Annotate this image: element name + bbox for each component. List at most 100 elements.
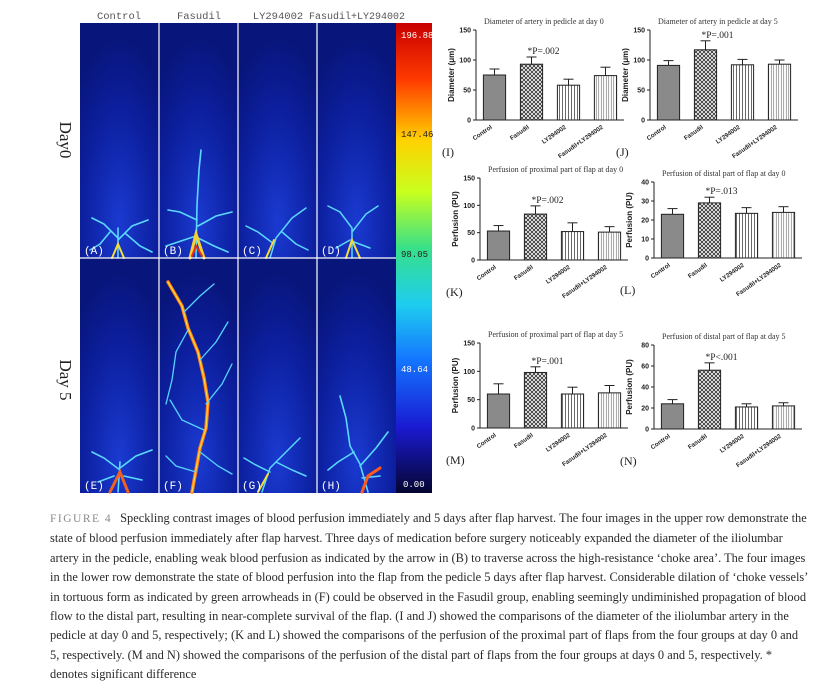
y-tick-label: 50 [467, 230, 475, 237]
column-label-fasudil: Fasudil [177, 11, 221, 23]
y-tick-label: 80 [641, 343, 649, 350]
bar [593, 75, 618, 121]
panel-label-g: (G) [242, 481, 262, 493]
bar [697, 202, 722, 259]
y-tick-label: 0 [467, 118, 471, 125]
y-tick-label: 150 [633, 28, 645, 35]
colorbar-tick: 98.05 [401, 250, 428, 260]
bar [734, 212, 759, 259]
colorbar-tick: 48.64 [401, 365, 428, 375]
y-tick-label: 50 [637, 88, 645, 95]
panel-label: (L) [620, 283, 635, 297]
chart-title: Perfusion of proximal part of flap at da… [488, 165, 623, 174]
y-tick-label: 40 [641, 180, 649, 187]
bar [560, 393, 585, 429]
x-tick-label: Control [646, 124, 668, 143]
x-tick-label: Control [476, 432, 498, 451]
significance-annotation: *P=.001 [532, 357, 564, 367]
x-tick-label: Fasudil [513, 264, 535, 282]
y-tick-label: 20 [641, 406, 649, 413]
y-tick-label: 150 [463, 341, 475, 348]
speckle-panel [80, 258, 159, 493]
y-tick-label: 50 [467, 397, 475, 404]
y-tick-label: 100 [633, 58, 645, 65]
significance-annotation: *P<.001 [706, 353, 738, 363]
y-tick-label: 30 [641, 199, 649, 206]
y-tick-label: 60 [641, 364, 649, 371]
panel-label-d: (D) [321, 246, 341, 258]
chart-l: Perfusion of distal part of flap at day … [620, 169, 802, 298]
caption-text: Speckling contrast images of blood perfu… [50, 511, 808, 682]
chart-title: Perfusion of distal part of flap at day … [662, 332, 786, 341]
panel-label-a: (A) [84, 246, 104, 258]
column-label-ly294002: LY294002 [253, 11, 303, 23]
y-axis-label: Perfusion (PU) [625, 359, 634, 415]
bar [597, 231, 622, 261]
x-tick-label: LY294002 [545, 432, 572, 454]
y-tick-label: 50 [463, 88, 471, 95]
panel-label-b: (B) [163, 246, 183, 258]
column-label-control: Control [97, 11, 141, 23]
vessel-tree-g [243, 437, 307, 493]
bar [523, 213, 548, 261]
bar [771, 211, 796, 259]
bar [486, 393, 511, 429]
significance-annotation: *P=.001 [702, 31, 734, 41]
bar [560, 231, 585, 261]
bar [660, 213, 685, 259]
y-tick-label: 10 [641, 237, 649, 244]
y-tick-label: 150 [459, 28, 471, 35]
x-tick-label: LY294002 [719, 433, 746, 455]
colorbar-gradient [396, 23, 432, 493]
x-tick-label: Fasudil [687, 262, 709, 280]
speckle-panel [238, 258, 317, 493]
panel-label-h: (H) [321, 481, 341, 493]
chart-i: Diameter of artery in pedicle at day 0 0 5… [442, 17, 624, 160]
y-tick-label: 0 [641, 118, 645, 125]
bar [730, 64, 755, 121]
x-tick-label: LY294002 [715, 124, 742, 146]
speckle-image-grid: Control Fasudil LY294002 Fasudil+LY29400… [56, 11, 405, 494]
chart-title: Perfusion of proximal part of flap at da… [488, 330, 623, 339]
x-tick-label: Fasudil [683, 124, 705, 142]
figure-caption: FIGURE 4 Speckling contrast images of blo… [50, 509, 810, 685]
speckle-panel [317, 258, 396, 493]
chart-title: Diameter of artery in pedicle at day 0 [484, 17, 604, 26]
bar [656, 64, 681, 121]
x-tick-label: Control [472, 124, 494, 143]
y-axis-label: Diameter (μm) [621, 48, 630, 102]
y-tick-label: 0 [645, 256, 649, 263]
colorbar-tick: 196.88 [401, 31, 433, 41]
y-axis-label: Perfusion (PU) [451, 357, 460, 413]
vessel-tree-h [327, 395, 389, 493]
x-tick-label: LY294002 [541, 124, 568, 146]
panel-label-e: (E) [84, 481, 104, 493]
panel-label-c: (C) [242, 246, 262, 258]
x-tick-label: Control [650, 262, 672, 281]
vessel-tree-c [245, 207, 309, 259]
significance-annotation: *P=.002 [532, 196, 564, 206]
chart-k: Perfusion of proximal part of flap at da… [446, 165, 628, 300]
bar [523, 371, 548, 429]
bar [734, 406, 759, 430]
significance-annotation: *P=.002 [528, 47, 560, 57]
bar [597, 392, 622, 429]
row-label-day0: Day0 [56, 122, 75, 159]
y-tick-label: 0 [645, 427, 649, 434]
bar [482, 74, 507, 121]
y-tick-label: 100 [463, 203, 475, 210]
y-tick-label: 100 [459, 58, 471, 65]
vessel-overlays [89, 149, 389, 494]
speckle-panel [159, 23, 238, 258]
x-tick-label: Fasudil [513, 432, 535, 450]
bar-chart-panels: Diameter of artery in pedicle at day 0 0 5… [442, 17, 802, 469]
y-tick-label: 0 [471, 258, 475, 265]
speckle-panel [317, 23, 396, 258]
x-tick-label: Fasudil [509, 124, 531, 142]
panel-label: (M) [446, 453, 465, 467]
y-tick-label: 100 [463, 369, 475, 376]
chart-title: Diameter of artery in pedicle at day 5 [658, 17, 778, 26]
speckle-panel [80, 23, 159, 258]
chart-j: Diameter of artery in pedicle at day 5 0 5… [616, 17, 798, 160]
significance-annotation: *P=.013 [706, 187, 738, 197]
